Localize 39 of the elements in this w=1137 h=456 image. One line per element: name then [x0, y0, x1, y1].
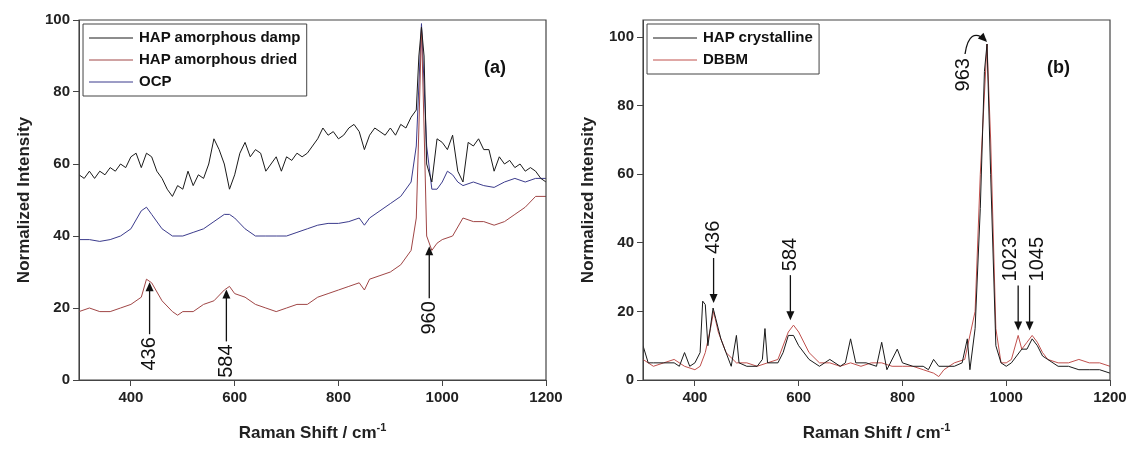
annotation: 963	[950, 58, 973, 92]
legend-label: DBBM	[703, 50, 749, 68]
y-tick-label: 60	[53, 154, 71, 172]
x-tick-label: 800	[889, 388, 915, 406]
y-tick-label: 40	[617, 233, 635, 250]
annotation: 1045	[1025, 236, 1048, 282]
y-tick-label: 20	[617, 301, 635, 319]
y-axis-title: Normalized Intensity	[13, 116, 33, 284]
y-tick-label: 80	[53, 82, 71, 100]
annotation: 584	[213, 344, 236, 378]
x-tick-label: 1000	[989, 388, 1023, 406]
y-tick-label: 100	[609, 27, 635, 45]
legend-label: HAP amorphous dried	[139, 50, 298, 68]
legend-label: HAP amorphous damp	[139, 28, 301, 46]
annotation: (a)	[484, 56, 506, 77]
x-tick-label: 600	[222, 388, 248, 406]
y-tick-label: 40	[53, 226, 71, 244]
annotation: 584	[777, 237, 800, 272]
annotation: 1023	[997, 236, 1020, 282]
annotation: 960	[416, 301, 439, 335]
y-tick-label: 80	[617, 95, 635, 113]
annotation: 436	[137, 337, 160, 371]
x-tick-label: 1200	[1093, 388, 1127, 406]
annotation: 436	[701, 220, 724, 254]
y-tick-label: 20	[53, 298, 71, 316]
y-axis-title: Normalized Intensity	[577, 116, 597, 284]
y-tick-label: 100	[45, 10, 71, 28]
y-tick-label: 60	[617, 164, 635, 182]
x-tick-label: 400	[682, 388, 708, 406]
x-tick-label: 1200	[529, 388, 563, 406]
legend-label: HAP crystalline	[703, 28, 813, 46]
x-tick-label: 600	[786, 388, 812, 406]
x-tick-label: 400	[118, 388, 144, 406]
annotation: (b)	[1047, 56, 1070, 77]
y-tick-label: 0	[61, 370, 71, 388]
x-tick-label: 800	[325, 388, 351, 406]
y-tick-label: 0	[625, 370, 635, 388]
x-tick-label: 1000	[425, 388, 459, 406]
legend-label: OCP	[139, 72, 172, 90]
